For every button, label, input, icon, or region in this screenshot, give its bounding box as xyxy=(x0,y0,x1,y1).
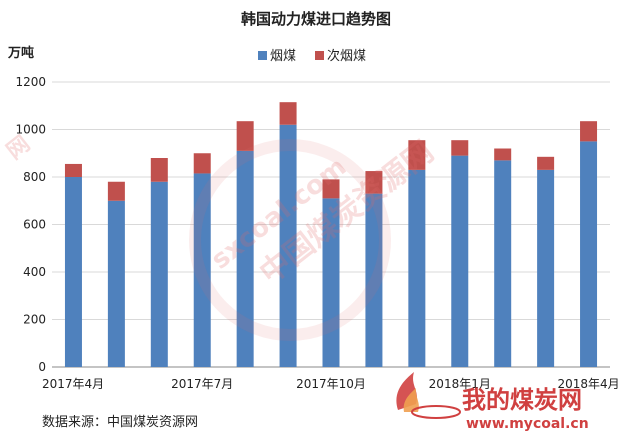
bars xyxy=(64,102,598,367)
y-tick-label: 200 xyxy=(23,313,46,327)
bar-bituminous xyxy=(365,193,383,367)
brand-url: www.mycoal.cn xyxy=(466,416,589,432)
bar-subbituminous xyxy=(279,102,297,125)
x-tick-label: 2017年4月 xyxy=(42,377,104,391)
bar-subbituminous xyxy=(537,156,555,170)
unit-label: 万吨 xyxy=(7,45,34,61)
bar-subbituminous xyxy=(451,140,469,156)
bar-subbituminous xyxy=(322,179,340,199)
watermark-brand: 我的煤炭网 www.mycoal.cn xyxy=(396,372,589,432)
bar-subbituminous xyxy=(193,153,211,174)
legend: 烟煤 次烟煤 xyxy=(258,48,366,64)
chart-title: 韩国动力煤进口趋势图 xyxy=(241,10,391,28)
legend-label-bituminous: 烟煤 xyxy=(270,49,296,64)
bar-subbituminous xyxy=(107,181,125,201)
bar-subbituminous xyxy=(365,171,383,194)
bar-bituminous xyxy=(494,160,512,367)
x-tick-label: 2017年10月 xyxy=(296,377,366,391)
y-tick-label: 800 xyxy=(23,170,46,184)
bar-bituminous xyxy=(193,173,211,367)
x-tick-label: 2018年4月 xyxy=(557,377,619,391)
bar-subbituminous xyxy=(580,121,598,142)
bar-bituminous xyxy=(150,181,168,367)
bar-bituminous xyxy=(451,155,469,367)
bar-bituminous xyxy=(236,150,254,367)
bar-bituminous xyxy=(537,169,555,367)
bar-subbituminous xyxy=(408,140,426,170)
x-axis: 2017年4月 2017年7月 2017年10月 2018年1月 2018年4月 xyxy=(42,377,620,391)
bar-bituminous xyxy=(322,198,340,367)
bar-bituminous xyxy=(64,177,82,367)
bar-subbituminous xyxy=(64,163,82,177)
bar-bituminous xyxy=(408,169,426,367)
y-tick-label: 1000 xyxy=(15,123,46,137)
data-source: 数据来源：中国煤炭资源网 xyxy=(42,415,198,430)
legend-swatch-bituminous xyxy=(258,51,267,60)
bar-subbituminous xyxy=(494,148,512,161)
y-tick-label: 0 xyxy=(38,360,46,374)
bar-bituminous xyxy=(580,141,598,367)
x-tick-label: 2018年1月 xyxy=(429,377,491,391)
y-tick-label: 400 xyxy=(23,265,46,279)
x-tick-label: 2017年7月 xyxy=(171,377,233,391)
y-axis: 0 200 400 600 800 1000 1200 xyxy=(15,75,46,374)
legend-label-subbituminous: 次烟煤 xyxy=(327,48,366,64)
watermark-center: sxcoal.com 中国煤炭资源网 xyxy=(189,134,440,341)
bar-subbituminous xyxy=(150,158,168,182)
bar-bituminous xyxy=(279,124,297,367)
bar-subbituminous xyxy=(236,121,254,151)
legend-swatch-subbituminous xyxy=(315,51,324,60)
y-tick-label: 1200 xyxy=(15,75,46,89)
brand-name: 我的煤炭网 xyxy=(462,386,582,414)
y-tick-label: 600 xyxy=(23,218,46,232)
bar-bituminous xyxy=(107,200,125,367)
